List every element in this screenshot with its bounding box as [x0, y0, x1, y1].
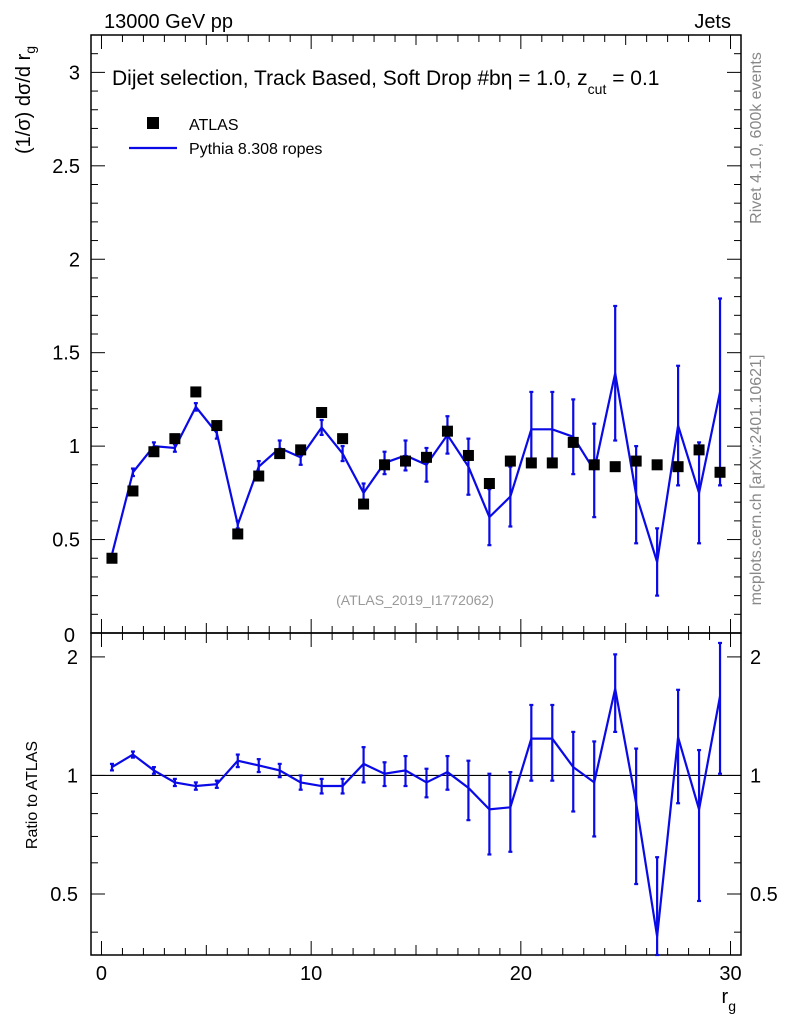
- y-tick-label: 1: [69, 436, 80, 458]
- chart-title: Dijet selection, Track Based, Soft Drop …: [112, 67, 660, 97]
- atlas-point: [693, 444, 705, 456]
- y-tick-label: 3: [69, 62, 80, 84]
- atlas-point: [441, 425, 453, 437]
- main-axis-ticks: [91, 34, 741, 955]
- ratio-y-tick-label-left: 1: [67, 765, 78, 787]
- atlas-point: [400, 455, 412, 467]
- atlas-point: [462, 449, 474, 461]
- atlas-point: [567, 436, 579, 448]
- atlas-point: [546, 457, 558, 469]
- atlas-point: [337, 433, 349, 445]
- chart-title-end: = 0.1: [606, 67, 659, 90]
- atlas-point: [169, 433, 181, 445]
- atlas-point: [232, 528, 244, 540]
- chart-title-eta: η = 1.0, z: [501, 67, 588, 90]
- atlas-point: [253, 470, 265, 482]
- atlas-point: [358, 498, 370, 510]
- atlas-point: [316, 406, 328, 418]
- atlas-point: [588, 459, 600, 471]
- x-tick-labels: 0 10 20 30: [96, 963, 742, 985]
- x-axis-label-sub: g: [728, 998, 736, 1014]
- atlas-point: [525, 457, 537, 469]
- y-tick-label-zero: 0: [64, 625, 75, 647]
- y-tick-label: 2.5: [52, 156, 80, 178]
- ratio-panel: 0.5 0.5 1 1 2 2 0 10 20 30 Ratio to ATLAS rg: [24, 632, 778, 1014]
- chart-title-main: Dijet selection, Track Based, Soft Drop …: [112, 67, 501, 90]
- mcplots-label: mcplots.cern.ch [arXiv:2401.10621]: [748, 355, 765, 606]
- ratio-y-tick-label-left: 0.5: [50, 884, 78, 906]
- atlas-point: [630, 455, 642, 467]
- main-y-tick-labels: 0.5 1 1.5 2 2.5 3: [52, 62, 80, 551]
- x-axis-label-text: r: [722, 986, 729, 1008]
- rivet-version-label: Rivet 4.1.0, 600k events: [748, 52, 765, 224]
- ratio-y-axis-label: Ratio to ATLAS: [24, 741, 41, 849]
- x-tick-label: 20: [510, 963, 532, 985]
- ratio-y-tick-label-right: 0.5: [750, 884, 778, 906]
- atlas-point: [651, 459, 663, 471]
- atlas-data-points: [106, 386, 726, 564]
- ratio-line: [111, 688, 722, 937]
- atlas-point: [672, 461, 684, 473]
- x-tick-label: 10: [300, 963, 322, 985]
- atlas-point: [504, 455, 516, 467]
- main-y-axis-label-text: (1/σ) dσ/d r: [13, 53, 35, 154]
- legend-atlas-label: ATLAS: [189, 117, 239, 134]
- energy-label: 13000 GeV pp: [104, 11, 233, 33]
- chart-title-sub: cut: [588, 81, 607, 97]
- ratio-error-bars: [109, 641, 723, 957]
- y-tick-label: 2: [69, 249, 80, 271]
- main-y-axis-label: (1/σ) dσ/d rg: [13, 46, 38, 154]
- legend-atlas-marker: [147, 117, 159, 129]
- atlas-point: [379, 459, 391, 471]
- ratio-y-tick-labels: 0.5 0.5 1 1 2 2: [50, 647, 778, 906]
- x-tick-label: 0: [96, 963, 107, 985]
- atlas-point: [148, 446, 160, 458]
- x-tick-label: 30: [719, 963, 741, 985]
- y-tick-label: 0.5: [52, 530, 80, 552]
- analysis-watermark: (ATLAS_2019_I1772062): [336, 592, 494, 608]
- y-tick-label: 1.5: [52, 343, 80, 365]
- pythia-line: [110, 373, 722, 563]
- atlas-point: [211, 420, 223, 432]
- atlas-point: [609, 461, 621, 473]
- ratio-y-tick-label-right: 1: [750, 765, 761, 787]
- legend-pythia-label: Pythia 8.308 ropes: [189, 141, 322, 158]
- main-y-axis-label-sub: g: [22, 46, 38, 54]
- main-panel: 0.5 1 1.5 2 2.5 3 0 Dijet selection, Track Ba…: [13, 34, 742, 955]
- ratio-axis-ticks: [91, 656, 741, 933]
- atlas-point: [274, 448, 286, 460]
- atlas-point: [190, 386, 202, 398]
- atlas-point: [714, 466, 726, 478]
- x-axis-label: rg: [722, 986, 736, 1014]
- ratio-frame: [90, 632, 742, 956]
- atlas-point: [420, 451, 432, 463]
- ratio-y-tick-label-left: 2: [67, 647, 78, 669]
- atlas-point: [483, 478, 495, 489]
- atlas-point: [106, 552, 118, 564]
- process-label: Jets: [694, 11, 731, 33]
- atlas-point: [295, 444, 307, 456]
- atlas-point: [127, 485, 139, 497]
- ratio-y-tick-label-right: 2: [750, 647, 761, 669]
